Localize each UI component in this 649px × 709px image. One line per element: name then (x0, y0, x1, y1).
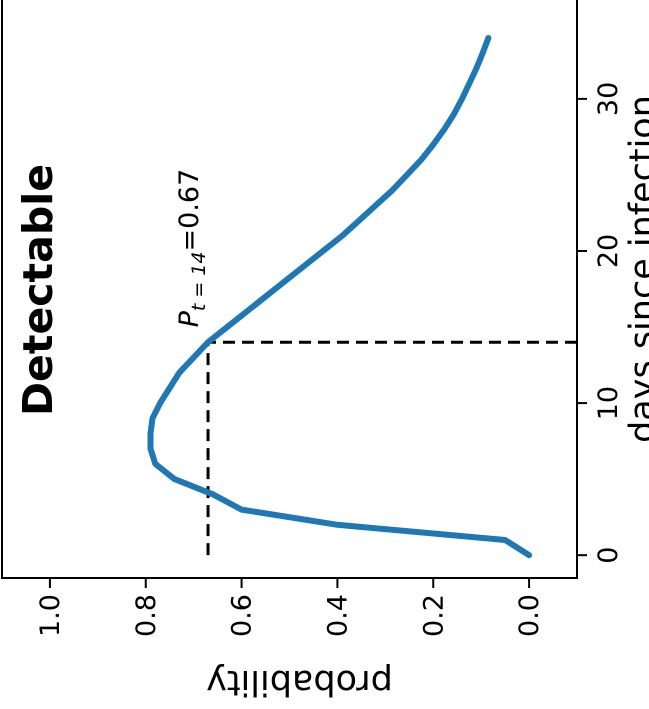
x-axis-label: days since infection (623, 95, 649, 443)
chart-title: Detectable (14, 164, 62, 416)
y-tick-label: 1.0 (35, 594, 66, 637)
y-tick-label: 0.2 (418, 594, 449, 637)
x-tick-label: 20 (593, 234, 624, 268)
reference-lines (206, 340, 577, 556)
plot-frame (1, 0, 578, 579)
series-line (147, 35, 533, 559)
y-axis-ticks: 0.0 0.2 0.4 0.6 0.8 1.0 (35, 578, 545, 637)
y-tick-label: 0.8 (131, 594, 162, 637)
y-axis-label: probability (206, 662, 393, 702)
y-tick-label: 0.0 (514, 594, 545, 637)
x-tick-label: 0 (593, 547, 624, 564)
y-tick-label: 0.4 (322, 594, 353, 637)
x-axis-ticks: 0 10 20 30 (577, 82, 624, 564)
annotation-var: P (174, 310, 205, 327)
x-tick-label: 10 (593, 386, 624, 420)
annotation-value: =0.67 (174, 169, 205, 252)
x-tick-label: 30 (593, 82, 624, 116)
y-tick-label: 0.6 (227, 594, 258, 637)
annotation-subscript: t = 14 (188, 251, 210, 311)
annotation-label: Pt = 14=0.67 (174, 169, 210, 328)
